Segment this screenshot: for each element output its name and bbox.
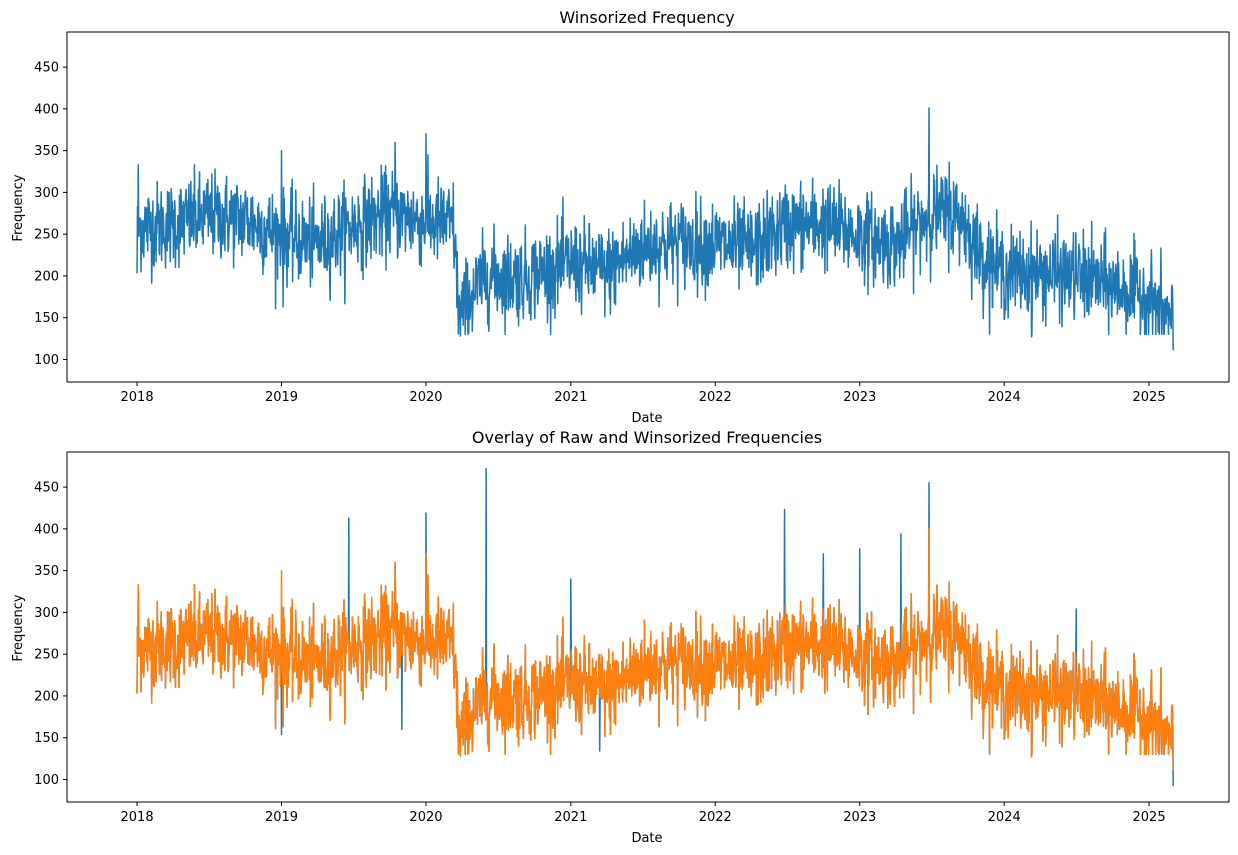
y-tick-label: 400 (34, 522, 59, 537)
chart-title-1: Winsorized Frequency (559, 8, 734, 27)
x-tick-label: 2020 (409, 810, 442, 825)
y-tick-label: 250 (34, 648, 59, 663)
y-tick-label: 250 (34, 228, 59, 243)
y-tick-label: 300 (34, 606, 59, 621)
y-tick-label: 350 (34, 144, 59, 159)
axes-frame-2 (66, 451, 1230, 803)
winsorized-overlay-line (136, 527, 1174, 771)
axes-frame-1 (66, 31, 1230, 383)
y-tick-label: 200 (34, 269, 59, 284)
x-tick-label: 2025 (1133, 810, 1166, 825)
y-tick-label: 300 (34, 186, 59, 201)
x-tick-label: 2022 (699, 390, 732, 405)
x-tick-label: 2020 (409, 390, 442, 405)
y-tick-label: 150 (34, 311, 59, 326)
plot-area-1 (136, 107, 1174, 351)
x-tick-label: 2021 (554, 390, 587, 405)
y-ticks-2: 100 150 200 250 300 350 400 450 (34, 481, 67, 788)
x-tick-label: 2023 (843, 810, 876, 825)
y-tick-label: 450 (34, 61, 59, 76)
x-axis-label-2: Date (631, 831, 662, 846)
plot-area-2 (136, 467, 1174, 787)
x-tick-label: 2023 (843, 390, 876, 405)
x-tick-label: 2019 (265, 810, 298, 825)
panel-winsorized: Winsorized Frequency 2018 2019 2020 2021 202… (11, 8, 1230, 426)
x-tick-label: 2022 (699, 810, 732, 825)
x-tick-label: 2024 (988, 390, 1021, 405)
y-tick-label: 350 (34, 564, 59, 579)
y-tick-label: 200 (34, 689, 59, 704)
x-tick-label: 2018 (121, 810, 154, 825)
x-ticks-2: 2018 2019 2020 2021 2022 2023 2024 2025 (121, 802, 1166, 825)
y-tick-label: 400 (34, 102, 59, 117)
x-tick-label: 2019 (265, 390, 298, 405)
panel-overlay: Overlay of Raw and Winsorized Frequencie… (11, 428, 1230, 846)
winsorized-series-line (136, 107, 1174, 351)
x-ticks-1: 2018 2019 2020 2021 2022 2023 2024 2025 (121, 382, 1166, 405)
x-tick-label: 2025 (1133, 390, 1166, 405)
x-tick-label: 2024 (988, 810, 1021, 825)
x-axis-label-1: Date (631, 411, 662, 426)
chart-title-2: Overlay of Raw and Winsorized Frequencie… (472, 428, 822, 447)
x-tick-label: 2021 (554, 810, 587, 825)
y-tick-label: 150 (34, 731, 59, 746)
y-axis-label-1: Frequency (11, 174, 26, 241)
y-tick-label: 100 (34, 773, 59, 788)
y-tick-label: 450 (34, 481, 59, 496)
y-tick-label: 100 (34, 353, 59, 368)
y-axis-label-2: Frequency (11, 594, 26, 661)
y-ticks-1: 100 150 200 250 300 350 400 450 (34, 61, 67, 368)
x-tick-label: 2018 (121, 390, 154, 405)
